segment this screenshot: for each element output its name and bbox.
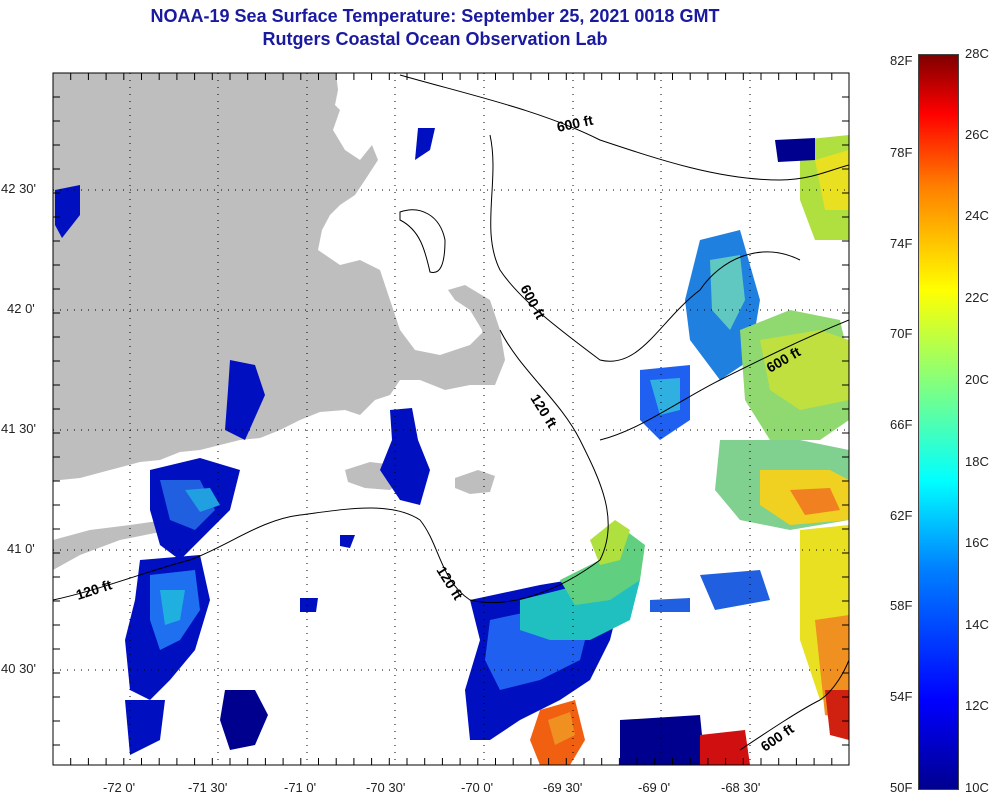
lat-label: 42 0' [7, 301, 35, 316]
colorbar-f-label: 82F [890, 53, 913, 68]
colorbar-f-label: 54F [890, 689, 913, 704]
lon-label: -71 0' [284, 780, 317, 795]
temperature-colorbar [918, 54, 959, 790]
colorbar-f-label: 78F [890, 145, 913, 160]
contour-label: 600 ft [555, 112, 594, 135]
lon-label: -69 0' [638, 780, 671, 795]
lon-label: -72 0' [103, 780, 136, 795]
colorbar-c-label: 10C [965, 780, 989, 795]
contour-label: 120 ft [527, 391, 560, 431]
cape-cod [448, 287, 497, 385]
lat-label: 41 0' [7, 541, 35, 556]
lat-label: 41 30' [1, 421, 37, 436]
colorbar-c-label: 26C [965, 127, 989, 142]
lat-label: 40 30' [1, 661, 37, 676]
lon-label: -71 30' [188, 780, 228, 795]
lon-label: -70 0' [461, 780, 494, 795]
contour-label: 120 ft [433, 563, 466, 603]
land-mass [53, 73, 505, 482]
contour-600ft-gulf [489, 134, 801, 362]
contour-600ft-north [399, 74, 849, 181]
colorbar-f-label: 50F [890, 780, 913, 795]
colorbar-c-label: 28C [965, 46, 989, 61]
depth-contours [53, 74, 849, 751]
colorbar-c-label: 14C [965, 617, 989, 632]
colorbar-c-label: 24C [965, 208, 989, 223]
contour-label: 120 ft [74, 576, 114, 603]
colorbar-c-label: 12C [965, 698, 989, 713]
map-title: NOAA-19 Sea Surface Temperature: Septemb… [150, 6, 720, 26]
contour-label: 600 ft [517, 282, 548, 322]
lon-label: -70 30' [366, 780, 406, 795]
stellwagen-outline [399, 209, 446, 274]
nantucket [455, 470, 495, 494]
lon-label: -69 30' [543, 780, 583, 795]
colorbar-c-label: 22C [965, 290, 989, 305]
colorbar-c-label: 20C [965, 372, 989, 387]
long-island [53, 520, 165, 570]
sst-patches [55, 128, 849, 765]
lon-label: -68 30' [721, 780, 761, 795]
colorbar-f-label: 58F [890, 598, 913, 613]
colorbar-c-label: 18C [965, 454, 989, 469]
axis-ticks [52, 72, 849, 765]
colorbar-f-label: 66F [890, 417, 913, 432]
contour-600ft-shelf [599, 319, 849, 441]
colorbar-f-label: 70F [890, 326, 913, 341]
colorbar-c-label: 16C [965, 535, 989, 550]
map-frame [52, 72, 850, 766]
map-subtitle: Rutgers Coastal Ocean Observation Lab [262, 29, 608, 49]
contour-120ft [53, 329, 609, 604]
colorbar-f-label: 74F [890, 236, 913, 251]
colorbar-f-label: 62F [890, 508, 913, 523]
sst-data-layer [53, 73, 849, 765]
lat-label: 42 30' [1, 181, 37, 196]
